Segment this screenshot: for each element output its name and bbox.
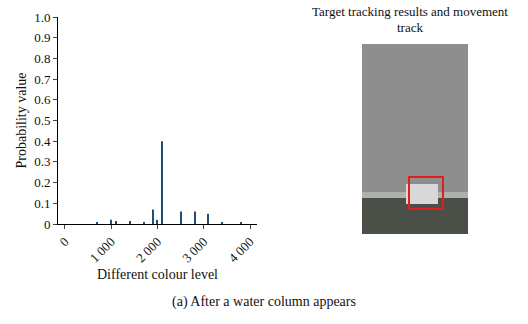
html-text:Target tracking results and mo: Target tracking results and movement tra… [312,4,508,35]
svg-text:0.1: 0.1 [34,196,50,211]
html-text:(a) After a water column appea: (a) After a water column appears [172,294,356,309]
svg-text:0.2: 0.2 [34,175,50,190]
svg-text:0.6: 0.6 [34,92,51,107]
svg-text:0.4: 0.4 [34,134,51,149]
svg-text:0: 0 [56,234,71,249]
svg-text:2 000: 2 000 [133,234,164,265]
svg-text:0.7: 0.7 [34,72,51,87]
svg-text:0: 0 [44,217,51,232]
svg-text:0.9: 0.9 [34,30,50,45]
svg-text:3 000: 3 000 [179,234,210,265]
svg-text:Different colour level: Different colour level [97,267,218,282]
svg-text:0.3: 0.3 [34,154,50,169]
svg-text:4 000: 4 000 [225,234,256,265]
svg-text:1.0: 1.0 [34,10,50,25]
svg-text:Probability value: Probability value [14,72,29,168]
svg-text:0.8: 0.8 [34,51,50,66]
svg-text:0.5: 0.5 [34,113,50,128]
svg-text:1 000: 1 000 [87,234,118,265]
